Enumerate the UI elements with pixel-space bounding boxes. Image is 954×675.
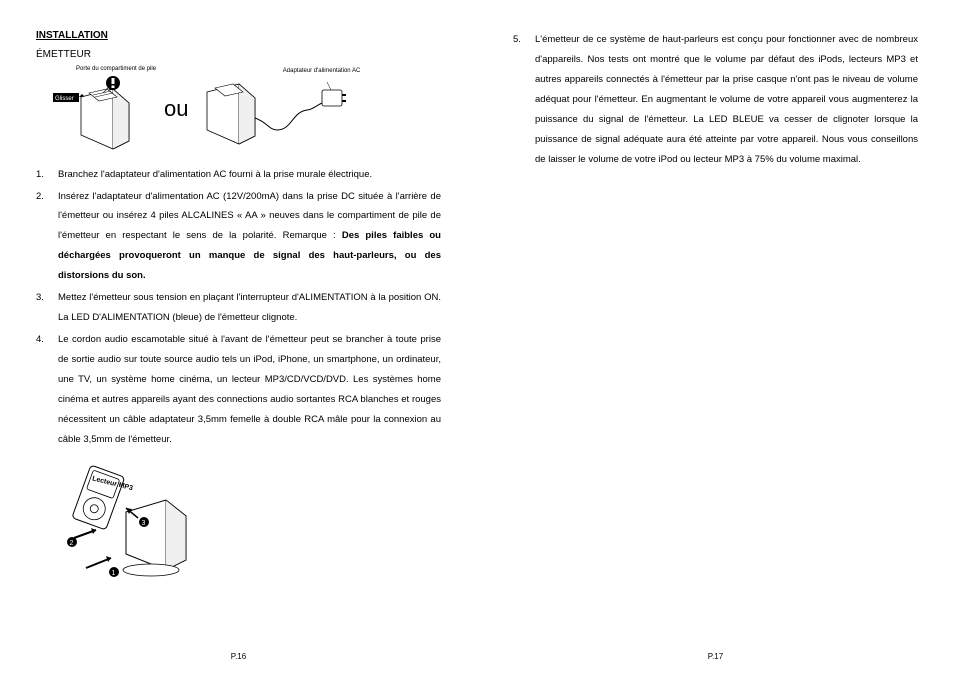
page-left: INSTALLATION ÉMETTEUR Porte du compartim… — [0, 0, 477, 675]
svg-text:3: 3 — [142, 520, 146, 527]
svg-text:2: 2 — [70, 540, 74, 547]
instruction-item-4: Le cordon audio escamotable situé à l'av… — [36, 330, 441, 450]
ou-text: ou — [164, 96, 188, 122]
instruction-item-5: L'émetteur de ce système de haut-parleur… — [513, 30, 918, 170]
diagram-adapter-speaker: Adaptateur d'alimentation AC — [197, 70, 377, 148]
page-right: L'émetteur de ce système de haut-parleur… — [477, 0, 954, 675]
page-number-left: P.16 — [231, 652, 246, 661]
speaker-adapter-icon — [197, 70, 377, 148]
instruction-item-3: Mettez l'émetteur sous tension en plaçan… — [36, 288, 441, 328]
svg-text:Glisser: Glisser — [55, 96, 74, 102]
subtitle-emitter: ÉMETTEUR — [36, 49, 441, 60]
diagram-battery-speaker: Porte du compartiment de pile Glisser — [36, 66, 156, 153]
instruction-item-1: Branchez l'adaptateur d'alimentation AC … — [36, 165, 441, 185]
instruction-item-2: Insérez l'adaptateur d'alimentation AC (… — [36, 187, 441, 287]
emitter-diagram-row: Porte du compartiment de pile Glisser — [36, 66, 441, 153]
mp3-diagram: Lecteur MP3 1 2 3 — [56, 460, 441, 585]
mp3-connection-icon: Lecteur MP3 1 2 3 — [56, 460, 216, 580]
adapter-label: Adaptateur d'alimentation AC — [277, 68, 367, 75]
instructions-list-right: L'émetteur de ce système de haut-parleur… — [513, 30, 918, 170]
section-title: INSTALLATION — [36, 30, 441, 41]
speaker-battery-icon: Glisser — [51, 75, 141, 153]
instructions-list-left: Branchez l'adaptateur d'alimentation AC … — [36, 165, 441, 450]
svg-text:1: 1 — [112, 570, 116, 577]
battery-door-label: Porte du compartiment de pile — [76, 66, 156, 73]
page-number-right: P.17 — [708, 652, 723, 661]
